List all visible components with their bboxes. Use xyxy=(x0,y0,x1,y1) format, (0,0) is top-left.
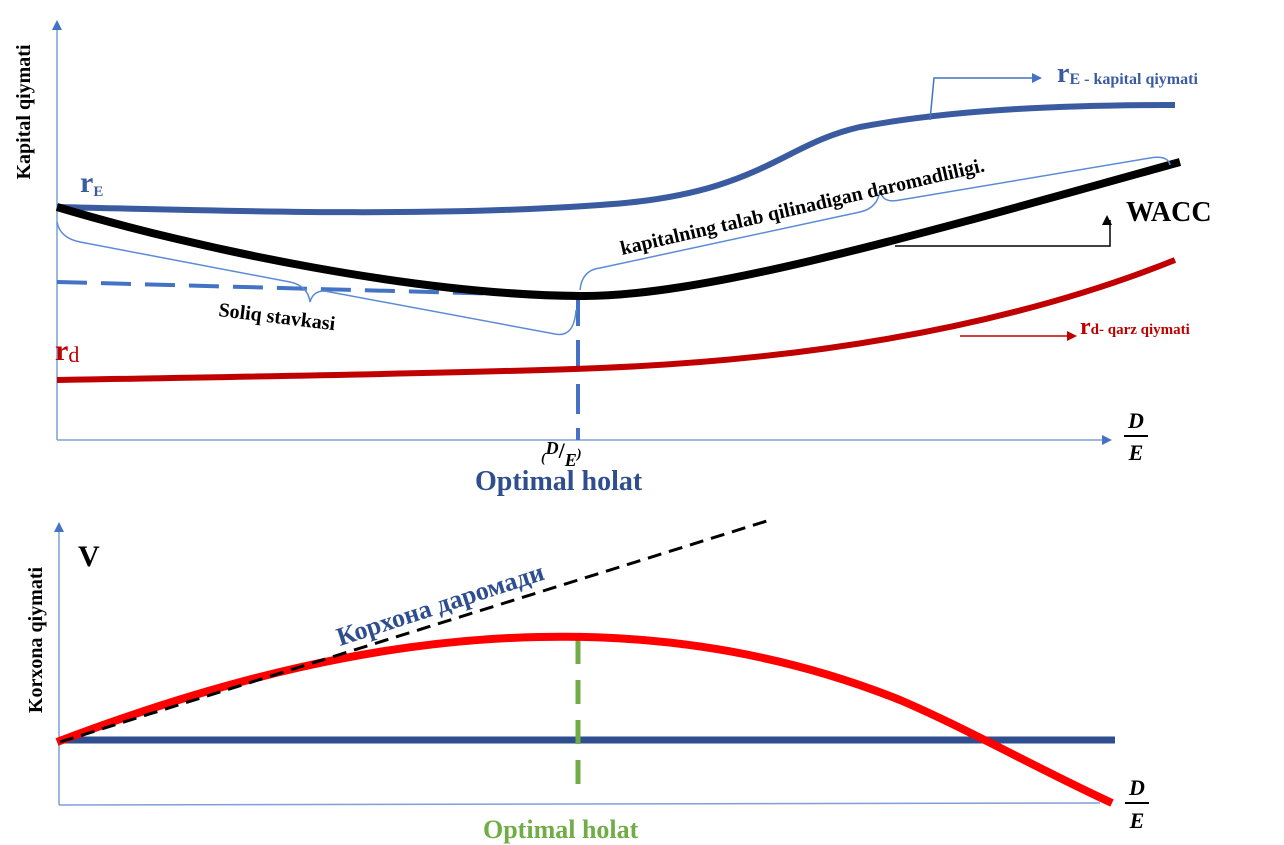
bottom-y-axis-label: Korxona qiymati xyxy=(25,567,47,714)
top-chart: Kapital qiymati Soliq stavkasi kapitalni… xyxy=(13,20,1212,497)
tax-rate-brace xyxy=(56,221,577,336)
v-label: V xyxy=(78,540,100,573)
bottom-x-denominator: E xyxy=(1129,808,1145,833)
required-return-brace xyxy=(579,156,1171,291)
re-curve xyxy=(56,102,1176,216)
re-right-label: rE - kapital qiymati xyxy=(1057,58,1198,89)
top-x-axis-fraction: D E xyxy=(1124,408,1148,465)
firm-income-dashed-line xyxy=(59,518,771,744)
wacc-label: WACC xyxy=(1126,197,1212,228)
tax-rate-label: Soliq stavkasi xyxy=(217,299,337,335)
bottom-x-axis-fraction: D E xyxy=(1125,775,1149,833)
rd-curve xyxy=(56,257,1177,383)
bottom-optimal-label: Optimal holat xyxy=(483,815,639,844)
optimal-tick-label: (D/E) xyxy=(541,438,581,470)
top-optimal-label: Optimal holat xyxy=(475,466,643,497)
top-y-axis-label: Kapital qiymati xyxy=(13,44,35,179)
top-x-denominator: E xyxy=(1128,440,1144,465)
re-left-label: rE xyxy=(80,166,103,200)
bottom-x-axis xyxy=(58,802,1101,806)
top-x-numerator: D xyxy=(1127,408,1144,433)
bottom-chart: Korxona qiymati V Корхона даромади D E O… xyxy=(25,518,1149,844)
wacc-curve xyxy=(55,158,1182,301)
rd-right-label: rd- qarz qiymati xyxy=(1080,314,1190,340)
bottom-x-numerator: D xyxy=(1128,775,1145,800)
wacc-callout-connector xyxy=(895,215,1112,247)
rd-left-label: rd xyxy=(55,334,79,367)
firm-value-curve xyxy=(55,632,1114,807)
required-return-label: kapitalning talab qilinadigan daromadlil… xyxy=(618,155,986,260)
re-callout-connector xyxy=(929,73,1042,121)
